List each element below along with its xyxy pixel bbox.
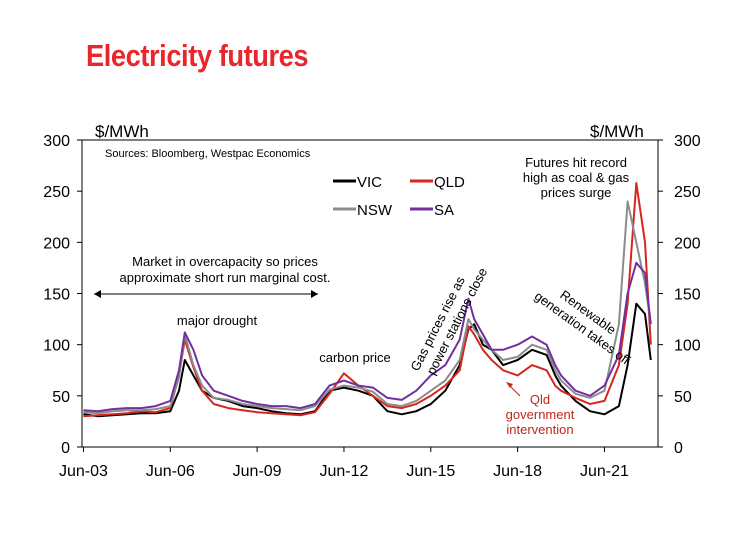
annotations: Sources: Bloomberg, Westpac Economics Mar… — [94, 148, 633, 437]
y-tick-label-right: 100 — [674, 338, 701, 355]
y-tick-label-left: 100 — [43, 338, 70, 355]
legend-label-sa: SA — [434, 202, 454, 219]
legend-label-nsw: NSW — [357, 202, 393, 219]
annotation-record-line3: prices surge — [541, 185, 612, 200]
annotation-drought: major drought — [177, 313, 258, 328]
y-tick-label-left: 250 — [43, 184, 70, 201]
legend: VIC QLD NSW SA — [333, 174, 465, 219]
source-note: Sources: Bloomberg, Westpac Economics — [105, 148, 311, 160]
qld-pointer-arrow — [506, 382, 513, 388]
series-line-vic — [83, 302, 652, 418]
x-tick-label: Jun-15 — [406, 463, 455, 480]
y-axis-right: 0 50 100 150 200 250 300 $/MWh — [590, 122, 701, 457]
annotation-overcapacity-line2: approximate short run marginal cost. — [120, 270, 331, 285]
annotation-record-line2: high as coal & gas — [523, 170, 630, 185]
annotation-qld-line3: intervention — [506, 422, 573, 437]
y-tick-label-right: 150 — [674, 287, 701, 304]
annotation-overcapacity-line1: Market in overcapacity so prices — [132, 254, 318, 269]
annotation-qld-line2: government — [506, 407, 575, 422]
x-axis: Jun-03 Jun-06 Jun-09 Jun-12 Jun-15 Jun-18 Jun-… — [59, 447, 629, 480]
y-tick-label-right: 250 — [674, 184, 701, 201]
legend-label-vic: VIC — [357, 174, 382, 191]
y-tick-label-left: 0 — [61, 440, 70, 457]
x-tick-label: Jun-18 — [493, 463, 542, 480]
y-tick-label-right: 300 — [674, 133, 701, 150]
chart-title: Electricity futures — [86, 38, 309, 73]
annotation-qld-line1: Qld — [530, 392, 550, 407]
x-tick-label: Jun-09 — [233, 463, 282, 480]
series-line-sa — [83, 261, 652, 413]
overcapacity-arrow-left — [94, 290, 101, 298]
y-tick-label-right: 200 — [674, 235, 701, 252]
y-axis-unit-right: $/MWh — [590, 122, 644, 141]
annotation-carbon-price: carbon price — [319, 350, 391, 365]
y-tick-label-right: 0 — [674, 440, 683, 457]
x-tick-label: Jun-12 — [319, 463, 368, 480]
y-axis-unit-left: $/MWh — [95, 122, 149, 141]
x-tick-label: Jun-21 — [580, 463, 629, 480]
x-tick-label: Jun-03 — [59, 463, 108, 480]
y-tick-label-left: 300 — [43, 133, 70, 150]
legend-label-qld: QLD — [434, 174, 465, 191]
y-tick-label-right: 50 — [674, 389, 692, 406]
y-tick-label-left: 200 — [43, 235, 70, 252]
y-axis-left: 0 50 100 150 200 250 300 $/MWh — [43, 122, 149, 457]
series-lines — [83, 182, 652, 418]
x-tick-label: Jun-06 — [146, 463, 195, 480]
y-tick-label-left: 50 — [52, 389, 70, 406]
annotation-record-line1: Futures hit record — [525, 155, 627, 170]
overcapacity-arrow-right — [311, 290, 318, 298]
y-tick-label-left: 150 — [43, 287, 70, 304]
